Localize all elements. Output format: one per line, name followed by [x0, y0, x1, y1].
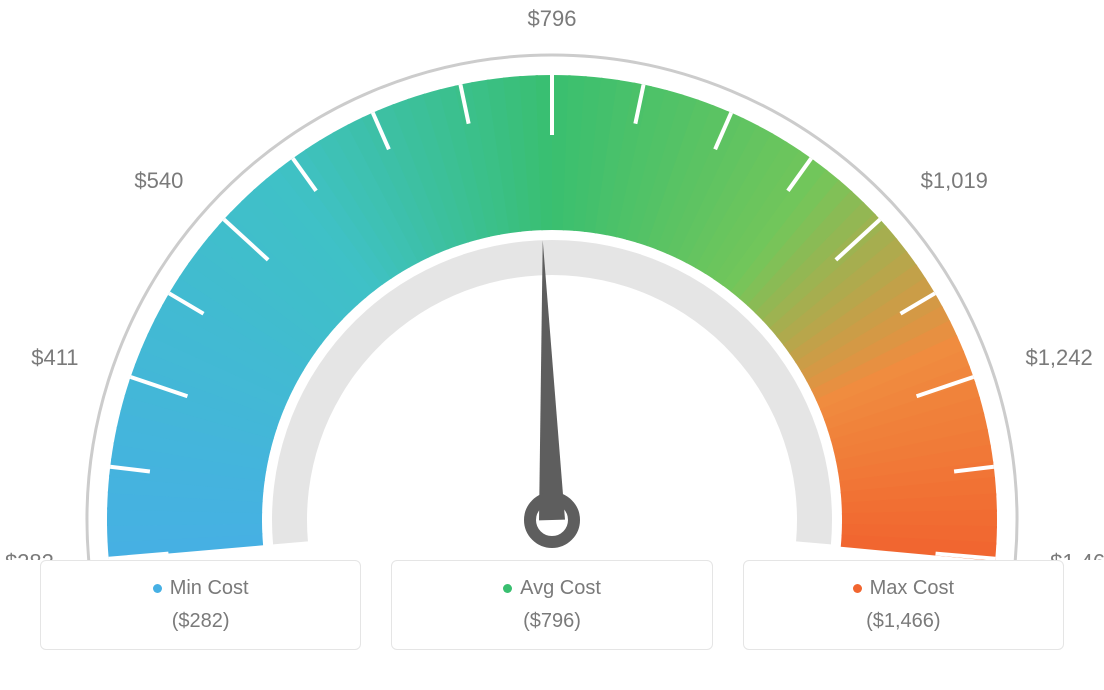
gauge-tick-label: $1,242	[1025, 345, 1092, 370]
legend-dot-avg	[503, 584, 512, 593]
legend-title-min: Min Cost	[153, 577, 249, 600]
legend-value-min: ($282)	[41, 610, 360, 633]
legend-dot-min	[153, 584, 162, 593]
legend-title-avg: Avg Cost	[503, 577, 601, 600]
gauge-tick-label: $411	[31, 345, 78, 370]
gauge-tick-label: $1,466	[1050, 549, 1104, 560]
gauge-tick-label: $796	[528, 6, 577, 31]
legend-value-avg: ($796)	[392, 610, 711, 633]
legend-dot-max	[853, 584, 862, 593]
legend-card-avg: Avg Cost ($796)	[391, 560, 712, 650]
legend-title-max: Max Cost	[853, 577, 954, 600]
legend-card-min: Min Cost ($282)	[40, 560, 361, 650]
legend-card-max: Max Cost ($1,466)	[743, 560, 1064, 650]
gauge-tick-label: $282	[5, 549, 54, 560]
gauge-tick-label: $540	[134, 168, 183, 193]
legend-value-max: ($1,466)	[744, 610, 1063, 633]
cost-gauge: $282 $411 $540 $796 $1,019 $1,242 $1,466	[0, 0, 1104, 560]
legend-title-max-text: Max Cost	[870, 577, 954, 600]
gauge-tick-label: $1,019	[921, 168, 988, 193]
gauge-needle	[539, 240, 565, 520]
legend-title-avg-text: Avg Cost	[520, 577, 601, 600]
gauge-svg: $282 $411 $540 $796 $1,019 $1,242 $1,466	[0, 0, 1104, 560]
legend-title-min-text: Min Cost	[170, 577, 249, 600]
legend-row: Min Cost ($282) Avg Cost ($796) Max Cost…	[0, 560, 1104, 680]
